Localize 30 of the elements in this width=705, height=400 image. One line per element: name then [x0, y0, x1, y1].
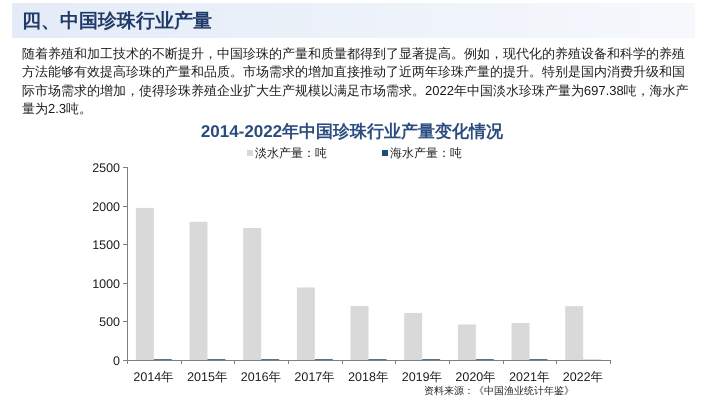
text: 四、中国珍珠行业产量 — [22, 10, 212, 34]
bar — [296, 287, 315, 360]
x-tick-label: 2018年 — [348, 370, 389, 384]
y-tick-label: 2000 — [92, 200, 120, 214]
bar — [350, 306, 368, 360]
legend-label: 淡水产量：吨 — [255, 146, 327, 160]
bar — [565, 306, 584, 360]
bar — [190, 222, 208, 360]
x-tick-label: 2019年 — [402, 370, 443, 384]
bar — [458, 324, 476, 360]
text: 资料来源：《中国渔业统计年鉴》 — [424, 384, 574, 398]
x-tick-label: 2022年 — [562, 370, 604, 384]
x-tick-label: 2015年 — [187, 370, 228, 384]
bar — [136, 208, 154, 360]
y-tick-label: 1500 — [92, 238, 120, 252]
x-tick-label: 2020年 — [455, 370, 496, 384]
y-tick-label: 500 — [99, 315, 120, 329]
bar — [512, 322, 530, 360]
x-tick-label: 2017年 — [294, 370, 336, 384]
bar — [243, 228, 262, 360]
x-tick-label: 2021年 — [509, 370, 550, 384]
y-tick-label: 2500 — [92, 161, 120, 175]
bar — [404, 312, 422, 360]
legend-label: 海水产量：吨 — [390, 146, 462, 160]
x-tick-label: 2014年 — [133, 370, 174, 384]
y-tick-label: 0 — [113, 354, 120, 368]
x-tick-label: 2016年 — [240, 370, 282, 384]
y-tick-label: 1000 — [92, 277, 120, 291]
chart-title: 2014-2022年中国珍珠行业产量变化情况 — [200, 122, 504, 141]
text: 随着养殖和加工技术的不断提升，中国珍珠的产量和质量都得到了显著提高。例如，现代化的养殖设备和科学的养殖方法能够有效提高珍珠的产量和品质。市场需求的增加直接推动了近两年珍珠产量的提升。特别是国内消费升级和国际市场需求的增加，使得珍珠养殖企业扩大生产规模以满足市场需求。2022年中国淡水珍珠产量为697.38吨，海水产量为2.3吨。 — [22, 45, 690, 118]
